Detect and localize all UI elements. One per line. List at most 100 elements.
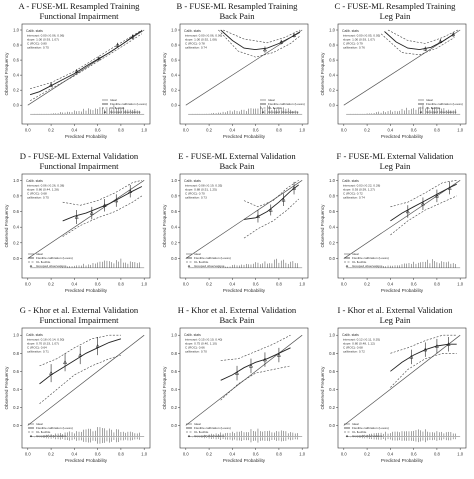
- x-tick-label: 0.4: [229, 282, 235, 287]
- panel-title: D - FUSE-ML External Validation: [20, 151, 139, 161]
- grouped-point: [78, 352, 83, 357]
- x-axis-label: Predicted Probability: [65, 458, 108, 463]
- ci-lower-line: [29, 33, 143, 101]
- y-tick-label: 1.0: [13, 178, 19, 183]
- y-axis-label: Observed Frequency: [4, 366, 9, 410]
- y-axis-label: Observed Frequency: [320, 204, 325, 248]
- grouped-point: [96, 56, 101, 61]
- stats-line: slope: 0.88 (0.51, 1.25): [185, 188, 217, 192]
- x-tick-label: 0.2: [206, 452, 212, 457]
- x-tick-label: 0.6: [253, 128, 259, 133]
- ci-upper-line: [390, 180, 457, 208]
- panel-title: A - FUSE-ML Resampled Training: [19, 1, 141, 11]
- legend-label: Flexible calibration (Loess): [352, 426, 389, 430]
- stats-line: C (ROC): 0.80: [27, 42, 47, 46]
- x-tick-label: 0.4: [387, 282, 393, 287]
- panel-d: D - FUSE-ML External ValidationFunctiona…: [4, 151, 151, 293]
- y-tick-label: 0.6: [329, 58, 335, 63]
- legend-label: Ideal: [352, 252, 359, 256]
- legend-label: Flexible calibration (Loess): [352, 256, 389, 260]
- x-tick-label: 0.4: [71, 128, 77, 133]
- x-tick-label: 0.4: [387, 452, 393, 457]
- legend-label: Ideal: [36, 252, 43, 256]
- legend-label: Grouped observations: [36, 434, 67, 438]
- x-tick-label: 1.0: [141, 128, 147, 133]
- x-axis-label: Predicted Probability: [381, 458, 424, 463]
- panel-title: I - Khor et al. External Validation: [337, 305, 453, 315]
- grouped-point: [235, 370, 240, 375]
- grouped-point: [420, 201, 425, 206]
- x-tick-label: 0.2: [206, 128, 212, 133]
- ideal-line: [343, 180, 461, 259]
- y-tick-label: 0.8: [13, 351, 19, 356]
- x-tick-label: 0.0: [183, 128, 189, 133]
- plot-frame: [337, 23, 467, 125]
- grouped-point: [49, 82, 54, 87]
- y-tick-label: 1.0: [329, 333, 335, 338]
- x-tick-label: 0.4: [71, 452, 77, 457]
- y-tick-label: 0.2: [13, 405, 19, 410]
- y-tick-label: 1.0: [171, 28, 177, 33]
- y-tick-label: 0.2: [13, 240, 19, 245]
- y-axis-label: Observed Frequency: [320, 366, 325, 410]
- stats-header: Calib. stats: [342, 179, 359, 183]
- x-tick-label: 0.0: [341, 128, 347, 133]
- ideal-line: [185, 334, 303, 426]
- y-tick-label: 0.8: [171, 351, 177, 356]
- x-tick-label: 0.6: [95, 282, 101, 287]
- x-tick-label: 0.4: [229, 128, 235, 133]
- y-tick-label: 0.2: [13, 88, 19, 93]
- x-tick-label: 0.2: [206, 282, 212, 287]
- grouped-point: [248, 363, 253, 368]
- y-tick-label: 0.2: [171, 88, 177, 93]
- grouped-point: [292, 33, 297, 37]
- y-tick-label: 0.6: [329, 209, 335, 214]
- grouped-point: [49, 370, 54, 375]
- grouped-point: [115, 42, 120, 47]
- plot-frame: [179, 23, 309, 125]
- y-tick-label: 0.4: [329, 225, 335, 230]
- y-tick-label: 0.4: [329, 73, 335, 78]
- stats-line: C (ROC): 0.68: [343, 346, 363, 350]
- legend-label: Ideal: [426, 98, 433, 102]
- x-tick-label: 0.2: [364, 452, 370, 457]
- stats-header: Calib. stats: [26, 179, 43, 183]
- grouped-point: [74, 69, 79, 74]
- legend-label: Grouped observations: [426, 110, 457, 114]
- grouped-point: [434, 193, 439, 198]
- y-tick-label: 0.4: [329, 387, 335, 392]
- y-tick-label: 0.0: [329, 103, 335, 108]
- x-tick-label: 1.0: [457, 452, 463, 457]
- x-axis-label: Predicted Probability: [65, 288, 108, 293]
- stats-line: intercept: 0.18 (-0.14, 0.50): [27, 338, 64, 342]
- legend-label: Flexible calibration (Loess): [36, 256, 73, 260]
- ideal-line: [185, 29, 303, 106]
- x-axis-label: Predicted Probability: [223, 288, 266, 293]
- legend-label: CL flexible: [36, 260, 51, 264]
- legend-label: Flexible calibration (Loess): [110, 102, 147, 106]
- stats-line: slope: 0.80 (0.48, 1.12): [343, 342, 375, 346]
- y-axis-label: Observed Frequency: [320, 52, 325, 96]
- x-tick-label: 1.0: [457, 128, 463, 133]
- loess-line: [390, 183, 457, 222]
- stats-line: slope: 0.93 (0.59, 1.27): [343, 188, 375, 192]
- grouped-point: [89, 210, 94, 215]
- panel-title: E - FUSE-ML External Validation: [178, 151, 296, 161]
- ci-lower-line: [390, 353, 457, 388]
- legend-label: Grouped observations: [352, 434, 383, 438]
- plot-frame: [21, 23, 151, 125]
- grouped-point: [95, 343, 100, 348]
- stats-line: intercept: 0.08 (-0.19, 0.35): [185, 184, 222, 188]
- plot-frame: [179, 173, 309, 279]
